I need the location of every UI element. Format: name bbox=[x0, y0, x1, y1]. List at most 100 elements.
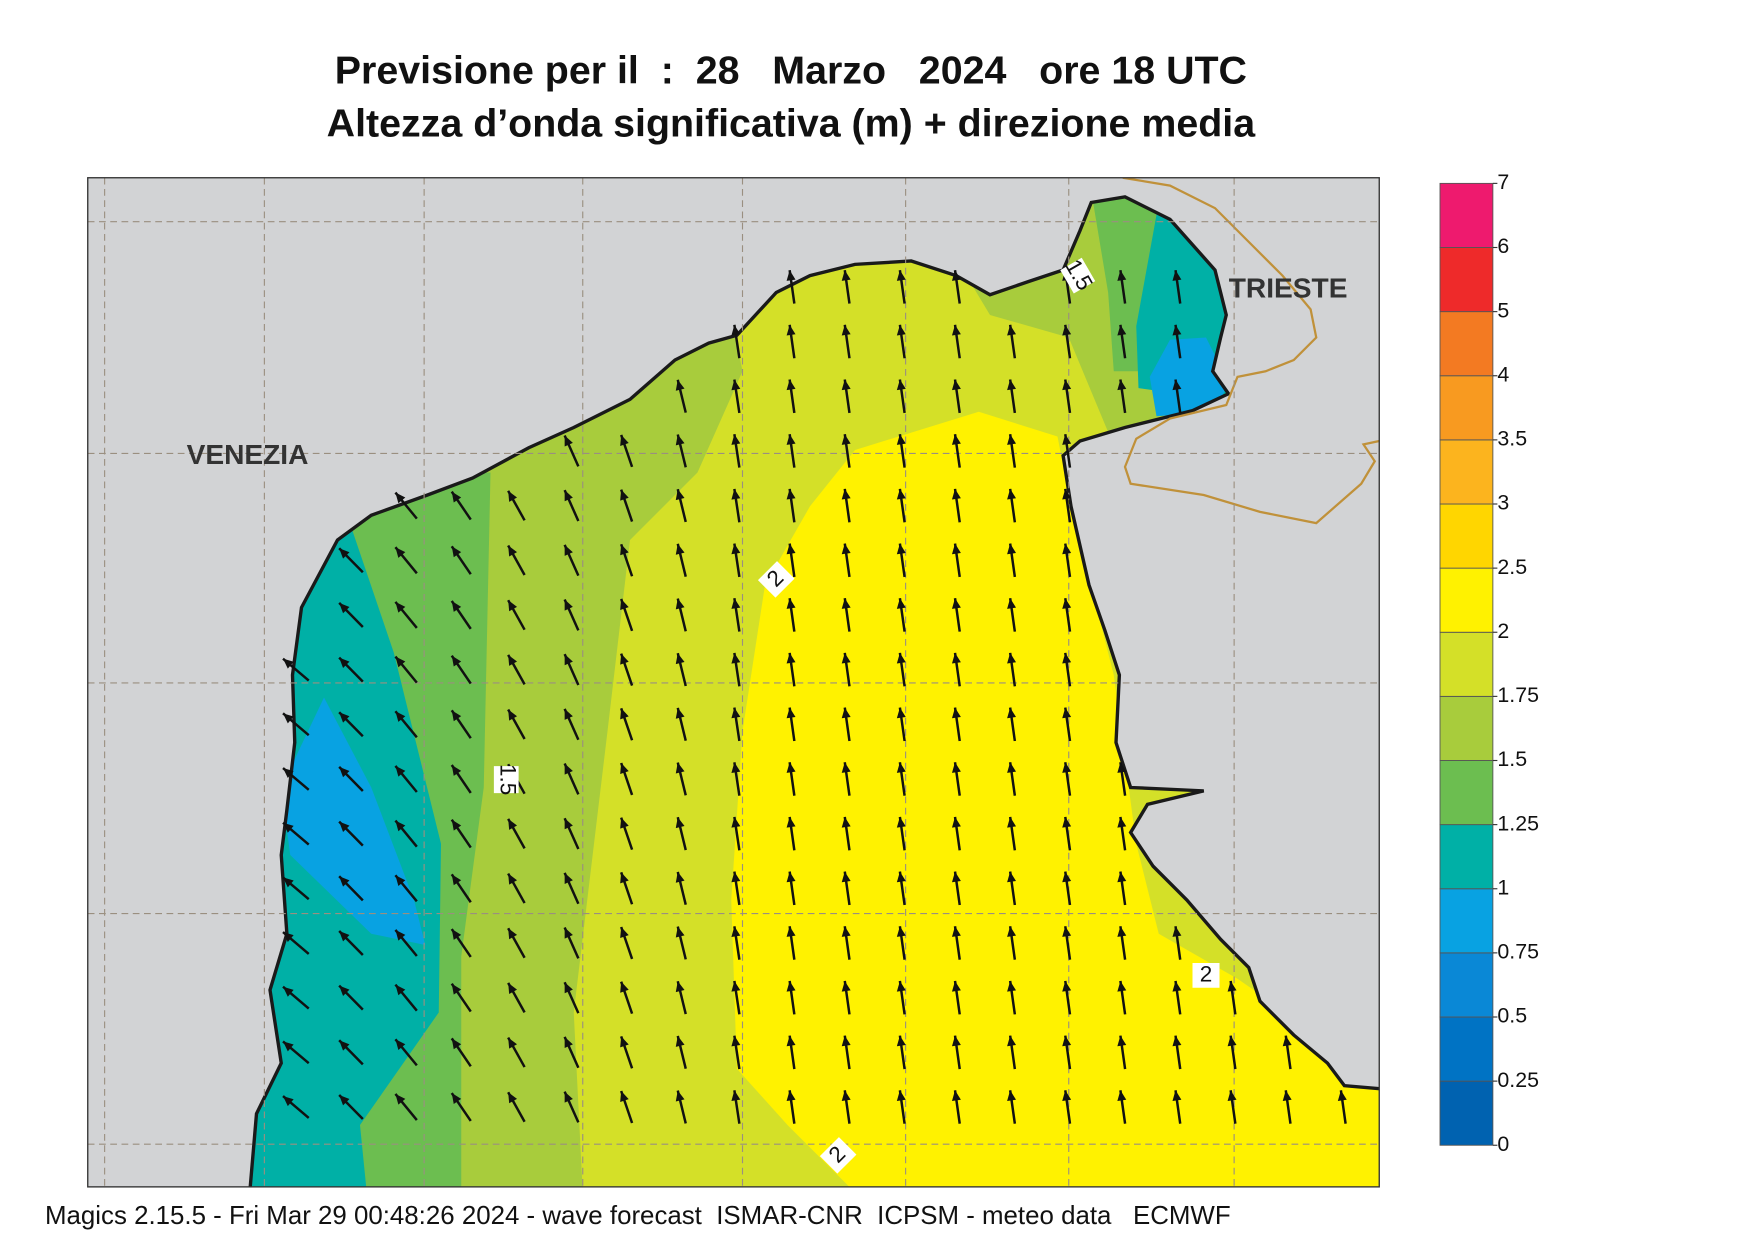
arrow-head bbox=[1172, 980, 1182, 992]
contour-label-bg bbox=[757, 561, 795, 598]
arrow-head bbox=[896, 871, 906, 883]
arrow-head bbox=[1172, 324, 1182, 336]
arrow-head bbox=[564, 982, 573, 994]
arrow-head bbox=[339, 1094, 350, 1106]
arrow-head bbox=[675, 762, 685, 774]
colorbar-label: 1.5 bbox=[1497, 747, 1527, 771]
arrow-head bbox=[451, 655, 462, 667]
arrow-head bbox=[896, 762, 906, 773]
arrow-head bbox=[451, 710, 462, 722]
arrow-head bbox=[339, 766, 350, 778]
arrow-head bbox=[1007, 1090, 1017, 1101]
arrow-head bbox=[731, 707, 741, 719]
arrow-head bbox=[786, 926, 796, 937]
arrow-head bbox=[786, 324, 796, 336]
arrow-head bbox=[339, 930, 350, 942]
colorbar-label: 7 bbox=[1497, 170, 1509, 194]
arrow-head bbox=[1007, 598, 1017, 609]
arrow-head bbox=[675, 543, 685, 555]
arrow-head bbox=[620, 653, 629, 665]
arrow-head bbox=[896, 980, 906, 992]
colorbar-bin bbox=[1439, 952, 1494, 1018]
arrow-head bbox=[339, 548, 350, 559]
arrow-head bbox=[1282, 1090, 1292, 1101]
arrow-head bbox=[1117, 1035, 1127, 1047]
arrow-head bbox=[1007, 543, 1017, 555]
arrow-head bbox=[675, 598, 685, 610]
arrow-head bbox=[841, 270, 851, 281]
arrow-head bbox=[283, 986, 294, 997]
arrow-head bbox=[1007, 980, 1017, 992]
arrow-head bbox=[731, 816, 741, 828]
arrow-head bbox=[1117, 871, 1127, 883]
footer: Magics 2.15.5 - Fri Mar 29 00:48:26 2024… bbox=[45, 1202, 1231, 1230]
colorbar-label: 2 bbox=[1497, 619, 1509, 643]
arrow-head bbox=[731, 543, 741, 555]
arrow-head bbox=[1117, 980, 1127, 992]
colorbar-label: 1 bbox=[1497, 875, 1509, 899]
colorbar-bin bbox=[1439, 311, 1494, 377]
arrow-head bbox=[1062, 434, 1072, 445]
arrow-head bbox=[841, 926, 851, 937]
arrow-head bbox=[896, 652, 906, 664]
arrow-head bbox=[508, 1092, 518, 1104]
arrow-head bbox=[786, 598, 796, 609]
arrow-head bbox=[675, 434, 685, 446]
arrow-head bbox=[508, 545, 518, 557]
arrow-head bbox=[1337, 1090, 1347, 1101]
arrow-head bbox=[1007, 926, 1017, 937]
arrow-head bbox=[731, 434, 741, 445]
arrow-head bbox=[951, 488, 961, 500]
arrow-head bbox=[841, 816, 851, 828]
arrow-head bbox=[841, 1090, 851, 1101]
wave-band bbox=[731, 411, 1380, 1187]
arrow-head bbox=[1117, 379, 1127, 391]
arrow-head bbox=[1007, 707, 1017, 719]
arrow-head bbox=[564, 708, 573, 720]
arrow-head bbox=[1062, 1035, 1072, 1047]
arrow-head bbox=[508, 654, 518, 666]
arrow-head bbox=[339, 602, 350, 614]
arrow-head bbox=[841, 762, 851, 773]
arrow-head bbox=[339, 821, 350, 832]
arrow-head bbox=[951, 816, 961, 828]
colorbar: 0 0.25 0.5 0.75 1 1.25 1.5 1.75 2 2.5 3 3.5 4 5 6 7 bbox=[1439, 170, 1539, 1156]
colorbar-bin bbox=[1439, 375, 1494, 441]
arrow-head bbox=[731, 379, 741, 391]
arrow-head bbox=[620, 981, 629, 993]
arrow-head bbox=[896, 1035, 906, 1047]
arrow-head bbox=[1007, 1035, 1017, 1047]
arrow-head bbox=[896, 324, 906, 336]
arrow-head bbox=[951, 543, 961, 555]
arrow-head bbox=[786, 379, 796, 391]
arrow-head bbox=[1062, 488, 1072, 500]
arrow-head bbox=[786, 652, 796, 664]
map-frame bbox=[87, 177, 1380, 1188]
arrow-head bbox=[1062, 652, 1072, 664]
arrow-head bbox=[451, 874, 462, 886]
arrow-head bbox=[841, 1035, 851, 1047]
arrow-head bbox=[1227, 1035, 1237, 1047]
arrow-head bbox=[951, 1090, 961, 1101]
arrow-head bbox=[620, 1091, 629, 1103]
arrow-head bbox=[786, 1090, 796, 1101]
arrow-head bbox=[731, 598, 741, 609]
colorbar-bin bbox=[1439, 695, 1494, 761]
arrow-head bbox=[1117, 926, 1127, 937]
colorbar-label: 6 bbox=[1497, 234, 1509, 258]
arrow-head bbox=[620, 544, 629, 556]
arrow-head bbox=[1062, 980, 1072, 992]
arrow-head bbox=[564, 654, 573, 666]
colorbar-label: 2.5 bbox=[1497, 555, 1527, 579]
arrow-head bbox=[1062, 816, 1072, 828]
arrow-head bbox=[1172, 926, 1182, 937]
arrow-head bbox=[620, 927, 629, 939]
contour-label-bg bbox=[1192, 963, 1220, 988]
arrow-head bbox=[951, 324, 961, 336]
arrow-head bbox=[675, 926, 685, 938]
colorbar-bin bbox=[1439, 567, 1494, 633]
arrow-head bbox=[451, 983, 462, 995]
colorbar-label: 4 bbox=[1497, 362, 1509, 386]
arrow-head bbox=[395, 711, 406, 722]
arrow-head bbox=[675, 871, 685, 883]
